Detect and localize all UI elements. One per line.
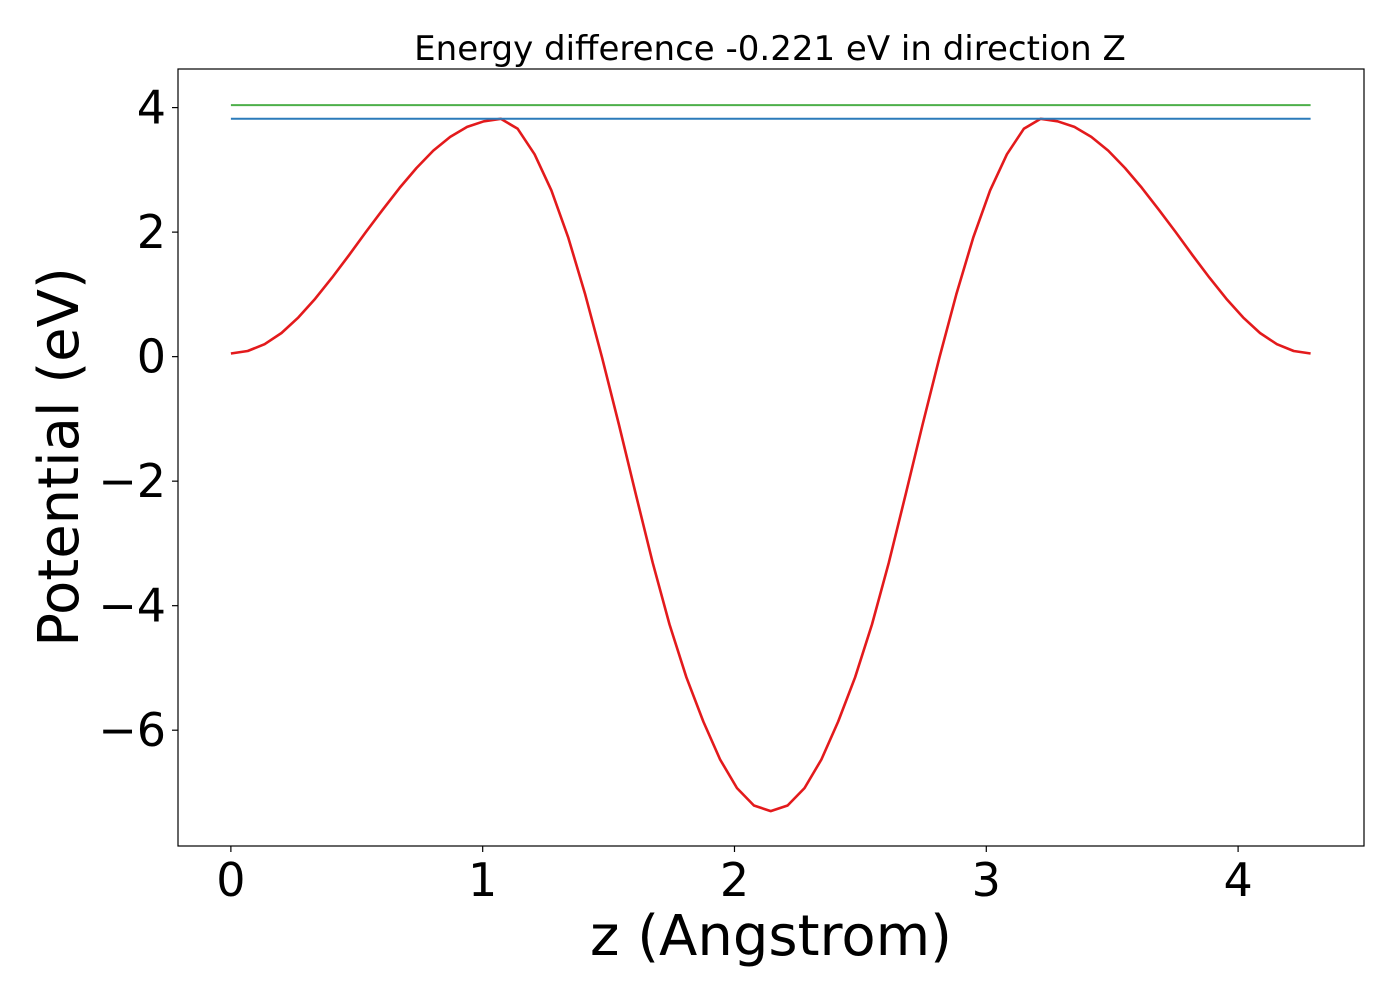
series-layer: [230, 104, 1311, 813]
x-tick-label: 4: [1223, 853, 1252, 907]
y-tick-label: −2: [98, 454, 166, 508]
x-tick-label: 3: [972, 853, 1001, 907]
y-axis-ticks: −6 −4 −2 0 2 4: [98, 81, 178, 757]
y-tick-label: 0: [137, 330, 166, 384]
x-axis-ticks: 0 1 2 3 4: [216, 846, 1253, 907]
plot-frame: [177, 68, 1365, 847]
y-tick-label: −4: [98, 579, 166, 633]
x-axis-label: z (Angstrom): [590, 904, 952, 969]
series-line-1: [230, 117, 1311, 813]
y-tick-label: 4: [137, 81, 166, 135]
y-tick-label: 2: [137, 205, 166, 259]
y-tick-label: −6: [98, 703, 166, 757]
x-tick-label: 2: [720, 853, 749, 907]
y-axis-label: Potential (eV): [27, 267, 92, 647]
chart-title: Energy difference -0.221 eV in direction…: [414, 29, 1126, 69]
x-tick-label: 0: [216, 853, 245, 907]
x-tick-label: 1: [468, 853, 497, 907]
